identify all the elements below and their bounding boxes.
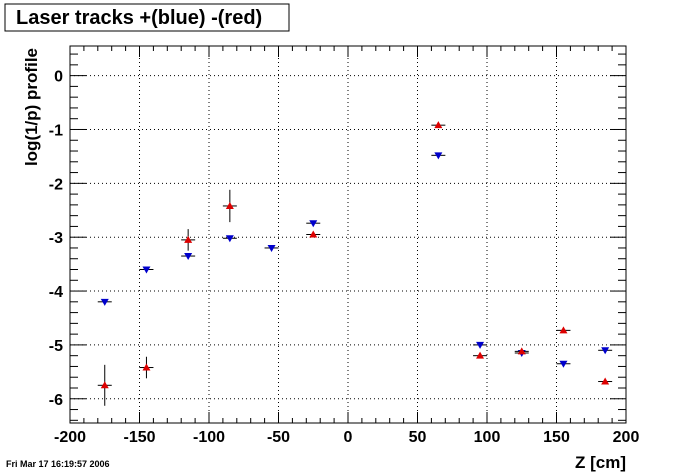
triangle-down-marker (476, 341, 485, 349)
y-axis-label: log(1/p) profile (22, 48, 41, 166)
title-frame (4, 3, 290, 32)
data-point (181, 253, 196, 261)
grid (70, 46, 626, 423)
triangle-down-marker (225, 235, 234, 243)
y-tick-label: -5 (49, 338, 63, 355)
triangle-down-marker (142, 266, 151, 274)
y-tick-label: -1 (49, 122, 63, 139)
x-tick-label: 0 (344, 429, 353, 446)
timestamp: Fri Mar 17 16:19:57 2006 (6, 459, 110, 469)
triangle-down-marker (184, 253, 193, 261)
triangle-up-marker (559, 326, 568, 334)
triangle-down-marker (434, 152, 443, 160)
triangle-up-marker (434, 121, 443, 129)
x-axis-label: Z [cm] (575, 453, 626, 472)
data-point (306, 230, 321, 238)
triangle-down-marker (267, 244, 276, 252)
data-point (264, 244, 279, 252)
data-point (598, 347, 613, 355)
triangle-down-marker (100, 298, 109, 306)
data-point (431, 121, 446, 129)
data-series (97, 121, 613, 406)
triangle-up-marker (601, 377, 610, 385)
y-tick-label: -4 (49, 284, 63, 301)
data-point (222, 235, 237, 243)
x-tick-label: -150 (123, 429, 155, 446)
data-point (473, 351, 488, 359)
data-point (97, 298, 112, 306)
data-point (139, 356, 154, 379)
triangle-up-marker (184, 235, 193, 243)
y-tick-label: -3 (49, 230, 63, 247)
x-tick-label: 50 (409, 429, 427, 446)
triangle-up-marker (476, 351, 485, 359)
triangle-up-marker (225, 201, 234, 209)
axis-ticks (69, 46, 627, 423)
y-tick-labels: 0 -1 -2 -3 -4 -5 -6 (49, 69, 63, 409)
title-box: Laser tracks +(blue) -(red) (4, 3, 290, 32)
y-tick-label: -6 (49, 392, 63, 409)
data-point (556, 326, 571, 334)
triangle-up-marker (517, 347, 526, 355)
x-tick-label: 150 (543, 429, 570, 446)
triangle-down-marker (559, 360, 568, 368)
data-point (473, 341, 488, 349)
data-point (431, 152, 446, 160)
data-point (139, 266, 154, 274)
x-tick-label: 200 (613, 429, 640, 446)
x-tick-label: -100 (193, 429, 225, 446)
data-point (598, 377, 613, 385)
data-point (181, 229, 196, 251)
x-tick-label: -50 (267, 429, 290, 446)
triangle-down-marker (309, 220, 318, 228)
x-tick-label: -200 (54, 429, 86, 446)
data-point (222, 189, 237, 223)
data-point (556, 360, 571, 368)
triangle-up-marker (142, 363, 151, 371)
chart-title: Laser tracks +(blue) -(red) (16, 7, 262, 29)
series-2 (97, 121, 613, 406)
triangle-down-marker (601, 347, 610, 355)
data-point (514, 347, 529, 355)
triangle-up-marker (309, 230, 318, 238)
data-point (97, 364, 112, 406)
data-point (306, 220, 321, 228)
x-tick-label: 100 (474, 429, 501, 446)
y-tick-label: -2 (49, 176, 63, 193)
series-1 (97, 152, 613, 368)
triangle-up-marker (100, 381, 109, 389)
x-tick-labels: -200 -150 -100 -50 0 50 100 150 200 (54, 429, 639, 446)
y-tick-label: 0 (54, 69, 63, 86)
